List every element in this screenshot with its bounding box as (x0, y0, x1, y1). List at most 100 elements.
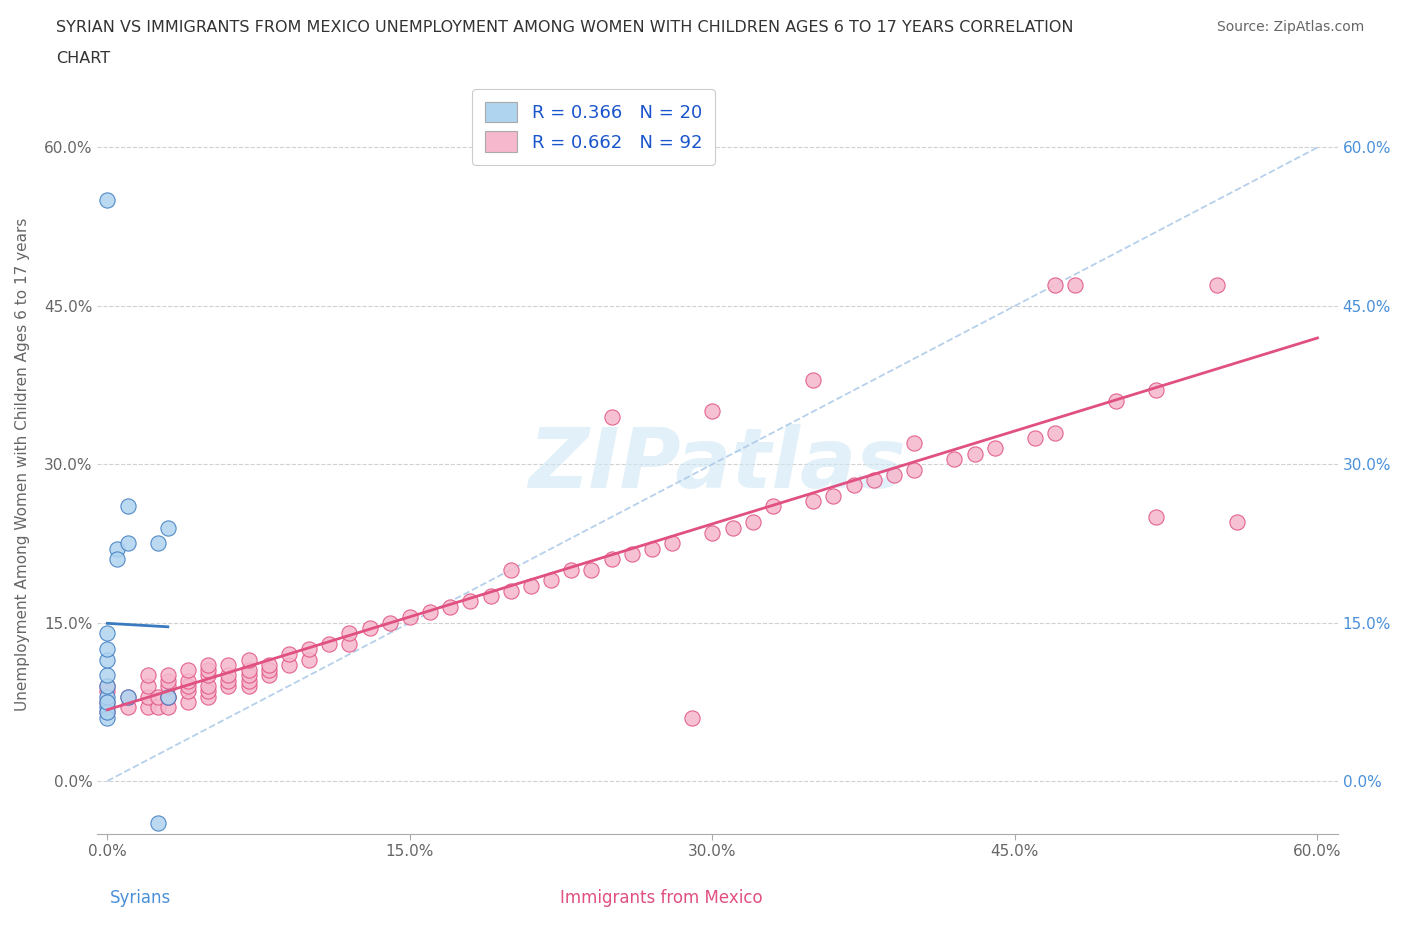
Point (1024, 431, 1046, 445)
Point (298, 642, 321, 657)
Point (600, 409, 623, 424)
Point (963, 446, 986, 461)
Text: Syrians: Syrians (110, 889, 172, 907)
Point (197, 668, 219, 683)
Point (107, 541, 129, 556)
Point (581, 563, 603, 578)
Point (277, 647, 299, 662)
Point (1144, 510, 1167, 525)
Point (359, 620, 381, 635)
Text: Immigrants from Mexico: Immigrants from Mexico (560, 889, 762, 907)
Point (842, 478, 865, 493)
Point (217, 679, 239, 694)
Point (96, 684, 118, 698)
Point (257, 658, 280, 672)
Point (217, 673, 239, 688)
Point (1226, 515, 1249, 530)
Point (96, 652, 118, 667)
Point (823, 488, 845, 503)
Point (1045, 425, 1067, 440)
Point (177, 673, 200, 688)
Point (943, 452, 966, 467)
Point (1045, 277, 1067, 292)
Y-axis label: Unemployment Among Women with Children Ages 6 to 17 years: Unemployment Among Women with Children A… (15, 218, 30, 711)
Point (741, 515, 763, 530)
Point (984, 441, 1007, 456)
Point (721, 520, 744, 535)
Point (702, 525, 724, 540)
Point (156, 673, 179, 688)
Point (96, 668, 118, 683)
Point (156, 668, 179, 683)
Point (177, 679, 200, 694)
Point (238, 673, 260, 688)
Point (96, 626, 118, 641)
Point (499, 583, 522, 598)
Point (96, 711, 118, 725)
Point (238, 668, 260, 683)
Point (1144, 383, 1167, 398)
Point (117, 499, 139, 514)
Point (96, 679, 118, 694)
Point (107, 551, 129, 566)
Point (156, 689, 179, 704)
Point (801, 494, 824, 509)
Point (177, 663, 200, 678)
Point (257, 668, 280, 683)
Point (197, 689, 219, 704)
Point (337, 626, 360, 641)
Point (177, 695, 200, 710)
Point (702, 404, 724, 418)
Point (540, 573, 562, 588)
Point (277, 658, 299, 672)
Point (136, 668, 159, 683)
Point (146, 699, 169, 714)
Point (96, 193, 118, 207)
Point (146, 536, 169, 551)
Point (96, 705, 118, 720)
Point (217, 668, 239, 683)
Point (801, 372, 824, 387)
Point (177, 684, 200, 698)
Point (378, 615, 401, 630)
Point (197, 663, 219, 678)
Point (136, 679, 159, 694)
Point (117, 699, 139, 714)
Point (96, 695, 118, 710)
Legend: R = 0.366   N = 20, R = 0.662   N = 92: R = 0.366 N = 20, R = 0.662 N = 92 (472, 89, 714, 165)
Point (197, 684, 219, 698)
Point (903, 462, 925, 477)
Point (217, 658, 239, 672)
Point (96, 705, 118, 720)
Point (1064, 277, 1087, 292)
Point (156, 689, 179, 704)
Point (96, 642, 118, 657)
Point (197, 658, 219, 672)
Point (238, 679, 260, 694)
Point (762, 499, 785, 514)
Point (136, 689, 159, 704)
Point (460, 594, 482, 609)
Point (883, 468, 905, 483)
Point (661, 536, 683, 551)
Point (117, 536, 139, 551)
Point (238, 663, 260, 678)
Point (298, 652, 321, 667)
Point (96, 689, 118, 704)
Point (337, 636, 360, 651)
Text: SYRIAN VS IMMIGRANTS FROM MEXICO UNEMPLOYMENT AMONG WOMEN WITH CHILDREN AGES 6 T: SYRIAN VS IMMIGRANTS FROM MEXICO UNEMPLO… (56, 20, 1074, 35)
Point (117, 689, 139, 704)
Point (1105, 393, 1128, 408)
Point (156, 699, 179, 714)
Point (499, 563, 522, 578)
Point (681, 711, 703, 725)
Point (479, 589, 502, 604)
Text: Source: ZipAtlas.com: Source: ZipAtlas.com (1216, 20, 1364, 34)
Point (318, 636, 340, 651)
Point (156, 679, 179, 694)
Point (641, 541, 664, 556)
Point (600, 551, 623, 566)
Point (197, 679, 219, 694)
Point (136, 699, 159, 714)
Point (238, 652, 260, 667)
